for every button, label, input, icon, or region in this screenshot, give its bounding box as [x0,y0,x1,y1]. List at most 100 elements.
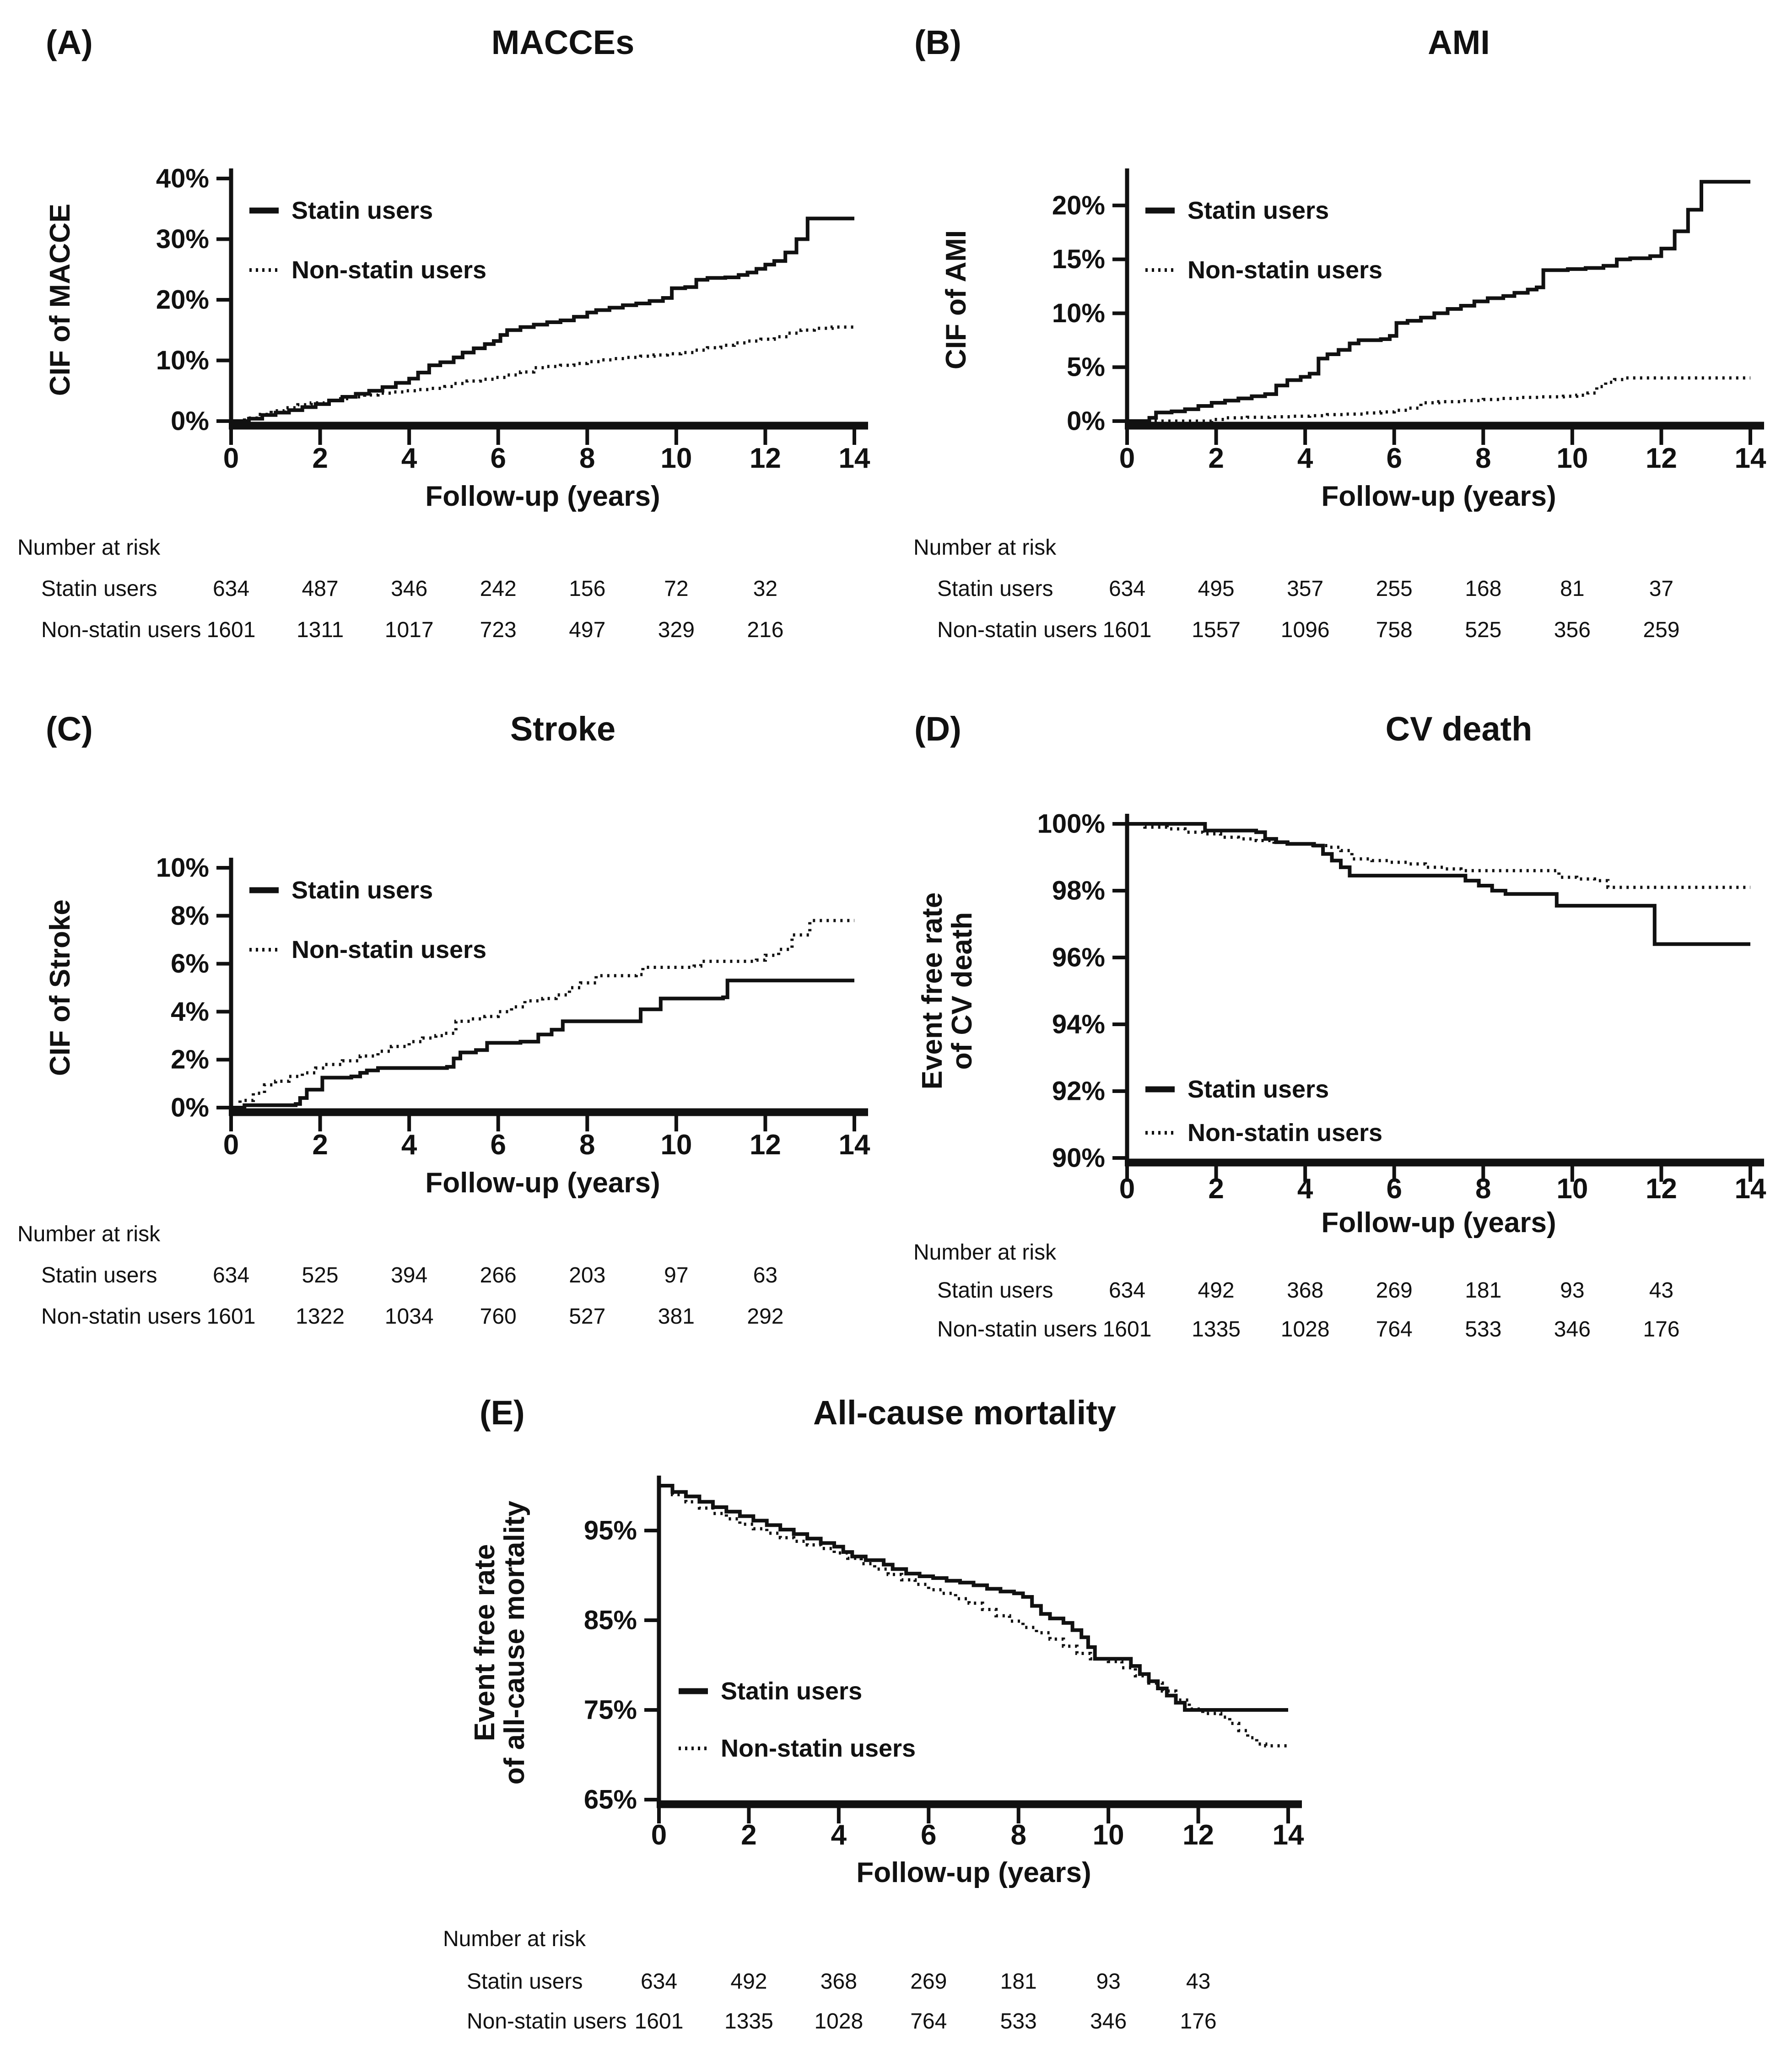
legend-label: Non-statin users [291,256,486,284]
x-tick-label: 2 [1208,1173,1224,1205]
at-risk-value: 487 [302,577,339,601]
at-risk-value: 346 [391,577,427,601]
at-risk-value: 634 [213,577,249,601]
x-tick-label: 10 [1556,1173,1588,1205]
x-tick-label: 12 [1182,1819,1214,1851]
series-line-statin-users [231,216,854,423]
y-tick-label: 95% [584,1516,637,1546]
at-risk-value: 1601 [207,1304,256,1329]
x-tick-label: 10 [1093,1819,1124,1851]
series-line-statin-users [659,1484,1288,1712]
y-axis-title: of CV death [946,912,978,1070]
number-at-risk-header: Number at risk [17,535,161,560]
y-tick-label: 40% [156,164,209,194]
at-risk-row-label: Statin users [937,577,1053,601]
y-axis-title: CIF of Stroke [44,899,76,1076]
at-risk-row-label: Non-statin users [41,1304,201,1329]
y-tick-label: 10% [156,853,209,883]
ami-chart: (B) AMI 0% 5% 10% 15% 20% 0 2 4 6 8 10 12 14 Follow-up … [913,23,1766,642]
y-axis-title: CIF of MACCE [44,204,76,396]
x-tick-label: 12 [750,1129,781,1161]
x-tick-label: 6 [490,1129,506,1161]
panel-title: CV death [1386,710,1533,748]
legend-label: Non-statin users [721,1735,916,1762]
at-risk-row-label: Statin users [937,1278,1053,1303]
at-risk-value: 758 [1376,618,1413,642]
at-risk-value: 346 [1554,1317,1591,1341]
number-at-risk-header: Number at risk [913,1240,1057,1265]
y-tick-label: 15% [1052,244,1105,274]
x-tick-label: 2 [1208,443,1224,474]
y-tick-label: 0% [1067,406,1105,436]
at-risk-value: 634 [213,1263,249,1287]
y-tick-label: 0% [171,406,209,436]
legend-label: Statin users [291,197,433,224]
at-risk-row-label: Non-statin users [937,1317,1097,1341]
y-tick-label: 85% [584,1606,637,1635]
y-tick-label: 92% [1052,1076,1105,1106]
at-risk-row-label: Non-statin users [41,618,201,642]
series-line-statin-users [231,979,854,1109]
at-risk-value: 357 [1287,577,1323,601]
at-risk-value: 93 [1560,1278,1584,1303]
x-axis-title: Follow-up (years) [425,481,660,512]
x-tick-label: 14 [839,443,870,474]
x-tick-label: 8 [1475,1173,1491,1205]
panel-title: MACCEs [491,23,634,61]
at-risk-value: 533 [1000,2009,1037,2034]
at-risk-value: 266 [480,1263,517,1287]
at-risk-value: 81 [1560,577,1584,601]
at-risk-value: 259 [1643,618,1679,642]
x-tick-label: 4 [401,1129,417,1161]
x-tick-label: 12 [1646,443,1677,474]
number-at-risk-header: Number at risk [913,535,1057,560]
macces-chart: (A) MACCEs 0% 10% 20% 30% 40% 0 2 4 6 8 10 12 14 Follow… [17,23,870,642]
y-tick-label: 5% [1067,352,1105,382]
at-risk-value: 176 [1643,1317,1679,1341]
x-tick-label: 2 [312,443,328,474]
at-risk-value: 381 [658,1304,695,1329]
y-axis-title: of all-cause mortality [499,1500,530,1785]
at-risk-value: 43 [1649,1278,1673,1303]
at-risk-value: 346 [1090,2009,1127,2034]
y-tick-label: 2% [171,1045,209,1075]
x-tick-label: 4 [831,1819,847,1851]
series-line-statin-users [1127,180,1750,423]
at-risk-row-label: Non-statin users [937,618,1097,642]
at-risk-value: 525 [302,1263,339,1287]
at-risk-value: 72 [664,577,688,601]
at-risk-value: 1017 [385,618,434,642]
y-tick-label: 90% [1052,1143,1105,1173]
at-risk-value: 203 [569,1263,605,1287]
panel-macces: (A) MACCEs 0% 10% 20% 30% 40% 0 2 4 6 8 10 12 14 Follow… [0,0,896,687]
at-risk-row-label: Statin users [41,577,157,601]
y-tick-label: 20% [156,285,209,315]
at-risk-value: 255 [1376,577,1413,601]
y-tick-label: 0% [171,1093,209,1123]
at-risk-value: 216 [747,618,783,642]
series-line-non-statin-users [231,325,856,423]
at-risk-value: 32 [753,577,777,601]
panel-title: AMI [1428,23,1490,61]
legend-label: Statin users [721,1677,862,1705]
x-tick-label: 14 [1735,1173,1766,1205]
y-tick-label: 6% [171,949,209,979]
y-tick-label: 30% [156,224,209,254]
number-at-risk-header: Number at risk [443,1927,586,1951]
y-tick-label: 10% [1052,298,1105,328]
at-risk-value: 356 [1554,618,1591,642]
at-risk-value: 93 [1096,1969,1120,1994]
at-risk-value: 1034 [385,1304,434,1329]
y-tick-label: 65% [584,1785,637,1815]
series-line-non-statin-users [1127,822,1750,889]
x-tick-label: 6 [921,1819,936,1851]
series-line-non-statin-users [659,1484,1288,1747]
series-line-statin-users [1127,822,1750,946]
at-risk-value: 168 [1465,577,1501,601]
number-at-risk-header: Number at risk [17,1222,161,1246]
at-risk-value: 1601 [1103,1317,1152,1341]
at-risk-value: 1311 [297,618,344,642]
at-risk-value: 242 [480,577,517,601]
at-risk-value: 1601 [1103,618,1152,642]
x-tick-label: 0 [223,443,239,474]
